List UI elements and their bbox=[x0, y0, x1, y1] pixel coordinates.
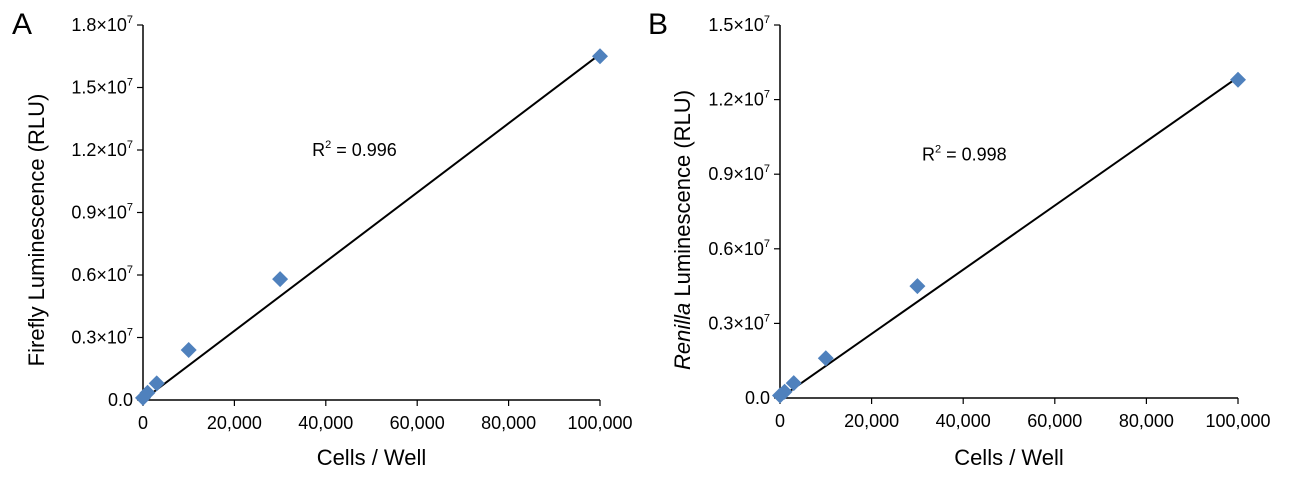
y-tick-label: 1.2×107 bbox=[71, 139, 133, 160]
y-tick-label: 0.3×107 bbox=[708, 312, 770, 333]
x-axis-title: Cells / Well bbox=[954, 445, 1064, 470]
x-tick-label: 80,000 bbox=[1119, 411, 1174, 431]
data-point bbox=[785, 375, 802, 392]
x-tick-label: 100,000 bbox=[1205, 411, 1270, 431]
x-tick-label: 20,000 bbox=[844, 411, 899, 431]
y-tick-label: 0.0 bbox=[745, 388, 770, 408]
x-tick-label: 80,000 bbox=[481, 413, 536, 433]
data-point bbox=[180, 342, 197, 358]
data-point bbox=[776, 383, 793, 400]
chart-panel-a: A 0.0 0.3×107 0.6×107 0.9×107 1.2×107 1.5×107 1… bbox=[12, 8, 633, 470]
r-squared-annotation: R2 = 0.998 bbox=[922, 143, 1007, 164]
y-tick-label: 0.9×107 bbox=[71, 202, 133, 223]
y-tick-label: 1.2×107 bbox=[708, 89, 770, 110]
x-tick-label: 100,000 bbox=[567, 413, 632, 433]
y-tick-label: 0.9×107 bbox=[708, 163, 770, 184]
y-axis-title: Renilla Luminescence (RLU) bbox=[670, 90, 695, 370]
x-tick-label: 0 bbox=[775, 411, 785, 431]
x-tick-label: 40,000 bbox=[936, 411, 991, 431]
data-point bbox=[272, 271, 289, 288]
panel-letter: B bbox=[648, 8, 668, 41]
y-tick-label: 0.3×107 bbox=[71, 327, 133, 348]
y-tick-label: 1.5×107 bbox=[708, 14, 770, 35]
data-point bbox=[148, 375, 165, 392]
r-squared-annotation: R2 = 0.996 bbox=[312, 139, 397, 160]
trendline bbox=[142, 53, 601, 401]
trendline bbox=[779, 76, 1239, 399]
y-tick-label: 1.8×107 bbox=[71, 14, 133, 35]
data-point bbox=[817, 350, 834, 367]
x-tick-label: 40,000 bbox=[298, 413, 353, 433]
data-point bbox=[1230, 71, 1246, 88]
x-axis-title: Cells / Well bbox=[317, 445, 427, 470]
x-tick-label: 60,000 bbox=[1027, 411, 1082, 431]
x-tick-label: 0 bbox=[138, 413, 148, 433]
x-tick-label: 60,000 bbox=[390, 413, 445, 433]
y-tick-label: 0.6×107 bbox=[708, 238, 770, 259]
data-point bbox=[139, 384, 156, 401]
data-point bbox=[909, 278, 926, 295]
y-tick-label: 0.0 bbox=[108, 390, 133, 410]
data-point bbox=[592, 48, 608, 65]
y-tick-label: 1.5×107 bbox=[71, 77, 133, 98]
chart-panel-b: B 0.0 0.3×107 0.6×107 0.9×107 1.2×107 1.5×107 0… bbox=[648, 8, 1271, 470]
y-axis-title: Firefly Luminescence (RLU) bbox=[24, 94, 49, 367]
x-tick-label: 20,000 bbox=[207, 413, 262, 433]
panel-letter: A bbox=[12, 8, 32, 41]
y-tick-label: 0.6×107 bbox=[71, 264, 133, 285]
